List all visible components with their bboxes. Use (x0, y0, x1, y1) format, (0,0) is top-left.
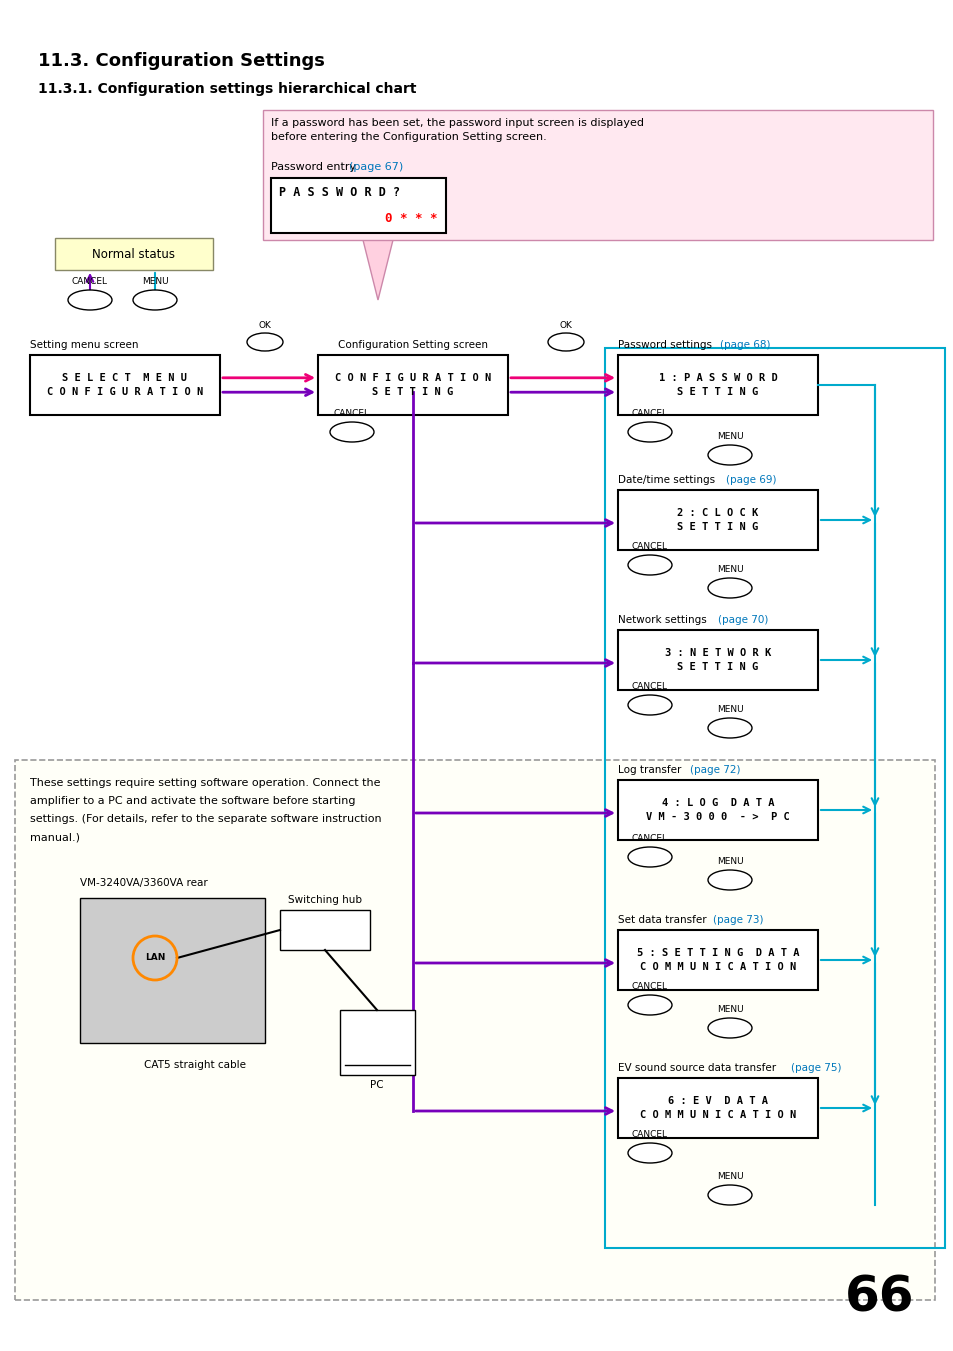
Text: (page 72): (page 72) (689, 765, 740, 775)
Text: If a password has been set, the password input screen is displayed
before enteri: If a password has been set, the password… (271, 118, 643, 142)
Text: amplifier to a PC and activate the software before starting: amplifier to a PC and activate the softw… (30, 796, 355, 807)
Text: CANCEL: CANCEL (631, 682, 667, 690)
Text: VM-3240VA/3360VA rear: VM-3240VA/3360VA rear (80, 878, 208, 888)
Text: 11.3.1. Configuration settings hierarchical chart: 11.3.1. Configuration settings hierarchi… (38, 82, 416, 96)
Text: CANCEL: CANCEL (631, 982, 667, 992)
Text: P A S S W O R D ?: P A S S W O R D ? (278, 186, 399, 199)
Ellipse shape (247, 332, 283, 351)
Text: OK: OK (258, 322, 272, 330)
Ellipse shape (627, 555, 671, 576)
Text: EV sound source data transfer: EV sound source data transfer (618, 1063, 779, 1073)
Ellipse shape (707, 444, 751, 465)
Text: 66: 66 (843, 1273, 913, 1321)
Text: 5 : S E T T I N G  D A T A
C O M M U N I C A T I O N: 5 : S E T T I N G D A T A C O M M U N I … (636, 948, 799, 971)
Ellipse shape (627, 847, 671, 867)
Text: Switching hub: Switching hub (288, 894, 361, 905)
Ellipse shape (627, 694, 671, 715)
Bar (604, 349, 944, 1248)
Text: CAT5 straight cable: CAT5 straight cable (144, 1061, 246, 1070)
Text: (page 69): (page 69) (725, 476, 776, 485)
Ellipse shape (68, 290, 112, 309)
Text: These settings require setting software operation. Connect the: These settings require setting software … (30, 778, 380, 788)
Text: MENU: MENU (716, 857, 742, 866)
Bar (618, 355, 817, 415)
Text: 3 : N E T W O R K
S E T T I N G: 3 : N E T W O R K S E T T I N G (664, 648, 770, 671)
Bar (618, 780, 817, 840)
Text: MENU: MENU (716, 432, 742, 440)
Text: 11.3. Configuration Settings: 11.3. Configuration Settings (38, 51, 325, 70)
Text: PC: PC (370, 1079, 383, 1090)
Ellipse shape (627, 422, 671, 442)
Bar (618, 630, 817, 690)
Text: (page 70): (page 70) (718, 615, 767, 626)
Bar (618, 929, 817, 990)
Text: Normal status: Normal status (92, 247, 175, 261)
Text: MENU: MENU (716, 1005, 742, 1015)
Ellipse shape (627, 1143, 671, 1163)
Bar (263, 109, 932, 240)
Ellipse shape (707, 717, 751, 738)
Bar (271, 178, 446, 232)
Bar (317, 355, 507, 415)
Text: MENU: MENU (716, 1173, 742, 1181)
Bar (30, 355, 220, 415)
Text: MENU: MENU (716, 565, 742, 574)
Text: 0 * * *: 0 * * * (385, 212, 437, 226)
Text: S E L E C T  M E N U
C O N F I G U R A T I O N: S E L E C T M E N U C O N F I G U R A T … (47, 373, 203, 397)
Text: C O N F I G U R A T I O N
S E T T I N G: C O N F I G U R A T I O N S E T T I N G (335, 373, 491, 397)
Text: CANCEL: CANCEL (631, 542, 667, 551)
Text: 1 : P A S S W O R D
S E T T I N G: 1 : P A S S W O R D S E T T I N G (658, 373, 777, 397)
Ellipse shape (132, 290, 177, 309)
Text: Password entry: Password entry (271, 162, 359, 172)
Ellipse shape (707, 1019, 751, 1038)
Bar (339, 1011, 415, 1075)
Bar (55, 238, 213, 270)
Ellipse shape (707, 578, 751, 598)
Ellipse shape (707, 1185, 751, 1205)
Text: Network settings: Network settings (618, 615, 709, 626)
Text: 4 : L O G  D A T A
V M - 3 0 0 0  - >  P C: 4 : L O G D A T A V M - 3 0 0 0 - > P C (645, 798, 789, 821)
Text: Set data transfer: Set data transfer (618, 915, 709, 925)
Polygon shape (363, 240, 393, 300)
Text: (page 67): (page 67) (349, 162, 403, 172)
Text: CANCEL: CANCEL (631, 1129, 667, 1139)
Text: MENU: MENU (716, 705, 742, 713)
Text: Setting menu screen: Setting menu screen (30, 340, 138, 350)
Text: MENU: MENU (142, 277, 168, 286)
Text: CANCEL: CANCEL (631, 834, 667, 843)
Ellipse shape (547, 332, 583, 351)
Ellipse shape (330, 422, 374, 442)
Text: Password settings: Password settings (618, 340, 715, 350)
Text: 6 : E V  D A T A
C O M M U N I C A T I O N: 6 : E V D A T A C O M M U N I C A T I O … (639, 1096, 796, 1120)
Bar (280, 911, 370, 950)
Bar (80, 898, 265, 1043)
Text: CANCEL: CANCEL (631, 409, 667, 417)
Text: (page 68): (page 68) (720, 340, 770, 350)
Text: LAN: LAN (145, 954, 165, 962)
Text: OK: OK (559, 322, 572, 330)
Bar (15, 761, 934, 1300)
Bar (618, 490, 817, 550)
Text: CANCEL: CANCEL (71, 277, 108, 286)
Text: (page 73): (page 73) (712, 915, 762, 925)
Text: 2 : C L O C K
S E T T I N G: 2 : C L O C K S E T T I N G (677, 508, 758, 532)
Text: Configuration Setting screen: Configuration Setting screen (337, 340, 488, 350)
Ellipse shape (707, 870, 751, 890)
Text: manual.): manual.) (30, 832, 80, 842)
Text: Log transfer: Log transfer (618, 765, 684, 775)
Bar (618, 1078, 817, 1138)
Ellipse shape (627, 994, 671, 1015)
Text: (page 75): (page 75) (790, 1063, 841, 1073)
Text: Date/time settings: Date/time settings (618, 476, 718, 485)
Text: settings. (For details, refer to the separate software instruction: settings. (For details, refer to the sep… (30, 815, 381, 824)
Text: CANCEL: CANCEL (334, 409, 370, 417)
